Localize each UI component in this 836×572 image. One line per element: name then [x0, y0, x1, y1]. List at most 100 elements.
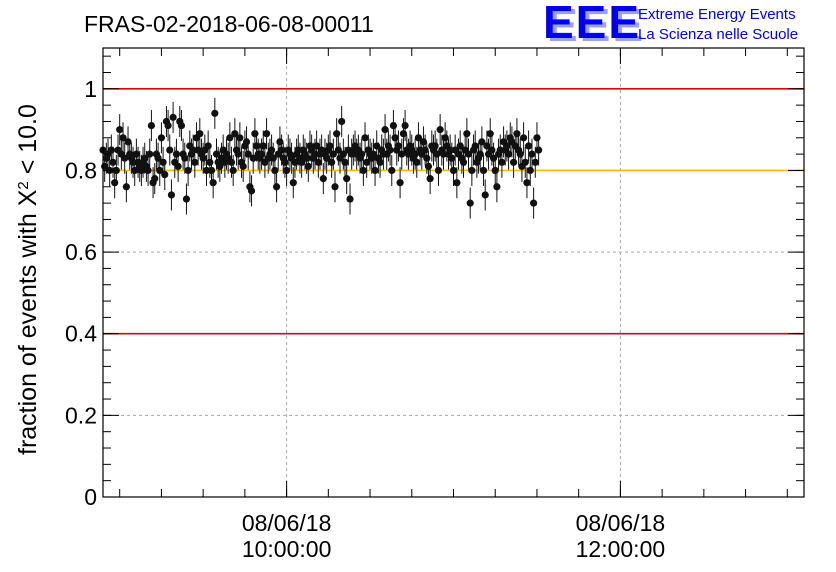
data-point [161, 159, 169, 191]
data-marker [227, 158, 236, 166]
data-point [358, 138, 366, 170]
data-point [386, 134, 394, 166]
data-marker [394, 142, 403, 150]
data-marker [488, 146, 496, 154]
data-point [401, 110, 409, 142]
data-point [413, 146, 421, 178]
data-point [361, 122, 369, 154]
data-marker [521, 158, 529, 166]
data-marker [169, 113, 177, 121]
y-axis-label-main: fraction of events with Χ [14, 189, 42, 455]
data-marker [161, 170, 169, 179]
data-marker [331, 183, 339, 191]
data-marker [441, 134, 449, 142]
data-point [146, 138, 154, 170]
data-marker [304, 162, 312, 170]
data-point [109, 146, 117, 178]
data-point [464, 138, 473, 170]
data-point [396, 167, 404, 199]
y-axis-label: fraction of events with Χ2 < 10.0 [14, 104, 42, 455]
data-point [157, 122, 166, 154]
data-marker [156, 166, 164, 175]
tick-labels: 00.20.40.60.8108/06/1810:00:0008/06/1812… [65, 76, 665, 562]
data-point [531, 146, 539, 178]
y-tick-label: 0.4 [65, 321, 97, 347]
data-point [359, 154, 367, 186]
data-marker [239, 162, 247, 170]
data-marker [121, 154, 129, 162]
data-marker [526, 166, 534, 175]
data-marker [343, 175, 351, 183]
data-point [528, 138, 536, 170]
data-marker [122, 183, 130, 191]
data-point [520, 122, 528, 154]
data-point [229, 154, 237, 186]
data-marker [533, 134, 541, 142]
data-marker [389, 121, 398, 130]
data-marker [341, 158, 349, 166]
data-marker [513, 130, 521, 138]
data-marker [236, 134, 244, 142]
data-point [166, 134, 174, 166]
data-marker [471, 142, 479, 150]
data-point [262, 118, 271, 150]
data-point [398, 138, 406, 170]
data-point [466, 187, 474, 219]
data-marker [504, 150, 513, 158]
data-marker [535, 146, 543, 154]
data-marker [151, 175, 159, 183]
reference-lines [103, 88, 804, 335]
data-point [429, 134, 438, 166]
data-marker [358, 150, 366, 158]
data-marker [338, 117, 346, 126]
data-point [226, 122, 234, 154]
data-marker [391, 134, 399, 142]
data-marker [388, 166, 396, 175]
data-point [453, 167, 461, 199]
data-marker [242, 138, 251, 146]
data-point [184, 154, 192, 186]
data-marker [109, 158, 117, 166]
data-marker [191, 158, 199, 166]
data-marker [486, 130, 494, 138]
data-marker [399, 130, 408, 138]
x-tick-label-time: 10:00:00 [242, 536, 332, 562]
data-marker [116, 126, 124, 134]
data-point [164, 110, 172, 142]
data-marker [229, 166, 237, 175]
data-marker [520, 134, 528, 142]
y-tick-label: 0 [84, 484, 97, 510]
data-marker [314, 158, 322, 166]
data-point [523, 167, 531, 199]
plot-frame [102, 47, 805, 498]
data-marker [244, 150, 252, 158]
data-marker [207, 166, 216, 175]
data-point [169, 101, 177, 133]
data-marker [464, 150, 473, 158]
data-marker [376, 158, 384, 166]
data-point [535, 134, 543, 166]
data-marker [166, 146, 174, 154]
data-point [156, 154, 164, 186]
data-marker [346, 195, 354, 203]
data-marker [164, 121, 172, 130]
data-point [272, 171, 281, 203]
data-point [119, 122, 127, 154]
data-point [282, 154, 291, 186]
data-marker [262, 130, 271, 138]
data-point [371, 154, 379, 186]
data-marker [182, 195, 191, 203]
data-marker [509, 158, 518, 166]
data-marker [396, 179, 404, 187]
data-marker [147, 121, 156, 130]
data-marker [289, 179, 297, 187]
data-marker [234, 150, 242, 158]
data-marker [401, 121, 409, 130]
data-marker [329, 150, 337, 158]
data-point [236, 122, 244, 154]
data-marker [525, 142, 533, 150]
data-marker [319, 175, 327, 183]
data-marker [328, 158, 336, 166]
data-marker [282, 166, 291, 175]
